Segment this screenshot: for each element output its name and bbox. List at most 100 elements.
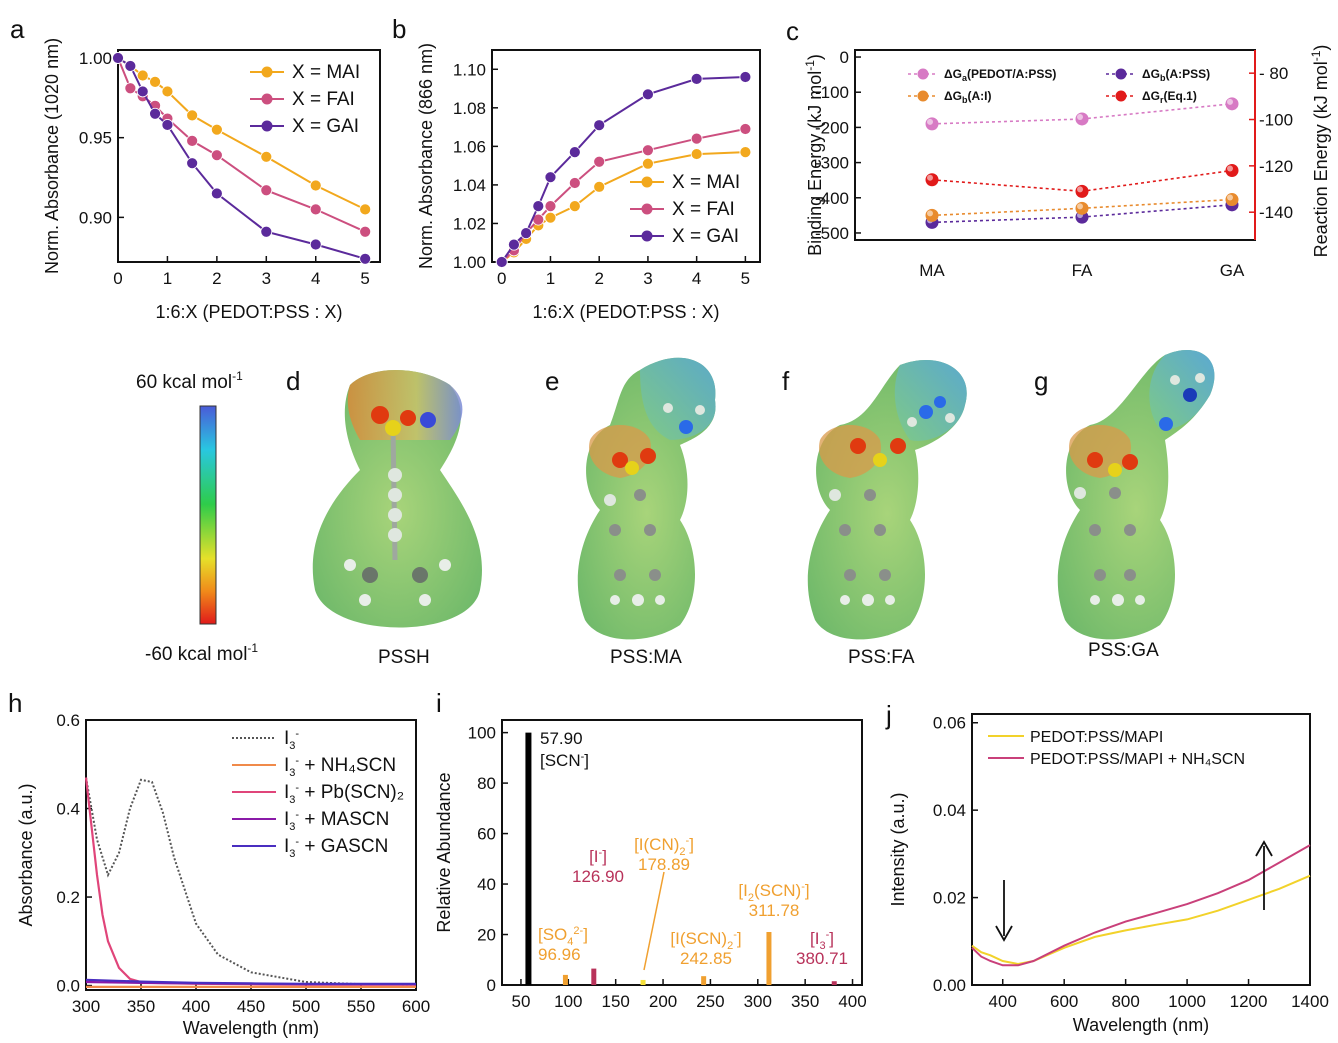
- legend-tail: (A:I): [967, 89, 991, 103]
- panel-label-a: a: [10, 14, 25, 44]
- plot-frame: [971, 713, 1311, 986]
- series-line: [117, 57, 366, 233]
- legend-label: I3- + NH₄SCN: [284, 755, 396, 779]
- y2-tick-label: -120: [1259, 157, 1293, 176]
- x-tick-label: 100: [554, 992, 582, 1011]
- data-point: [495, 256, 508, 268]
- x-tick-label: 200: [649, 992, 677, 1011]
- y-tick-label: 1.02: [453, 214, 486, 233]
- molecule-pssh: PSSH: [312, 370, 482, 668]
- ion-sup: -: [599, 847, 603, 859]
- data-point: [508, 238, 520, 251]
- legend-tail: (A:PSS): [1165, 67, 1210, 81]
- colorbar-bottom-label: -60 kcal mol-1: [145, 641, 258, 665]
- y-axis-label: Binding Energy (kJ mol-1): [803, 54, 825, 256]
- y-tick-label: 100: [468, 724, 496, 743]
- panel-label-f: f: [782, 366, 790, 396]
- y2-tick-label: -140: [1259, 203, 1293, 222]
- ion-formula: [SCN-]: [540, 751, 589, 770]
- y-tick-label: 1.06: [453, 137, 486, 156]
- legend-tail: + NH₄SCN: [299, 755, 396, 776]
- panel-label-j: j: [885, 700, 892, 730]
- x-tick-label: 150: [601, 992, 629, 1011]
- esp-head-pss-ga: [1149, 349, 1215, 430]
- data-point: [568, 146, 581, 159]
- ion-sup: -: [581, 751, 585, 763]
- x-tick-label: 800: [1111, 992, 1139, 1011]
- plot-frame: [491, 49, 761, 263]
- molecule-name-pss-fa: PSS:FA: [848, 647, 915, 668]
- series-line: [501, 151, 746, 263]
- legend-label: ΔGa(PEDOT/A:PSS): [944, 67, 1056, 83]
- panel-label-g: g: [1034, 366, 1048, 396]
- data-point: [186, 134, 199, 147]
- ion-mid: (SCN): [754, 881, 801, 900]
- esp-head-pss-fa: [894, 359, 967, 441]
- spectrum-bar: [831, 981, 837, 985]
- ion-tail: ]: [602, 847, 607, 866]
- x-tick-label: 50: [511, 992, 530, 1011]
- y-tick-label: -200: [815, 118, 849, 137]
- legend-marker: [917, 68, 929, 80]
- y-tick-label: -500: [815, 224, 849, 243]
- atoms-pssh: [344, 406, 451, 606]
- data-point: [136, 69, 149, 82]
- legend-label: ΔGb(A:PSS): [1142, 67, 1210, 83]
- data-point: [544, 200, 557, 213]
- data-point: [149, 107, 161, 120]
- ion-mass: 242.85: [680, 949, 732, 968]
- legend-sub: 3: [289, 767, 295, 779]
- y-tick-label: 20: [477, 926, 496, 945]
- y-tick-label: 0.04: [933, 801, 966, 820]
- ion-tail: ]: [829, 929, 834, 948]
- y-axis-label-end: ): [805, 54, 825, 60]
- y-tick-label: 80: [477, 774, 496, 793]
- legend-label: I3-: [284, 728, 299, 752]
- data-point: [593, 155, 606, 168]
- x-tick-label: 350: [791, 992, 819, 1011]
- data-point: [642, 88, 654, 101]
- data-point: [359, 252, 372, 265]
- molecule-name-pssh: PSSH: [378, 647, 430, 668]
- increase-arrow-head: [1255, 840, 1273, 857]
- x-tick-label: 400: [838, 992, 866, 1011]
- legend-tail: + Pb(SCN)₂: [299, 782, 404, 803]
- series-line: [971, 844, 1311, 967]
- y-tick-label: -100: [815, 83, 849, 102]
- legend-label: PEDOT:PSS/MAPI + NH₄SCN: [1030, 751, 1245, 768]
- x-tick-label: 450: [237, 997, 265, 1016]
- x-tick-label: 300: [744, 992, 772, 1011]
- y2-tick-label: - 80: [1259, 64, 1288, 83]
- data-point: [568, 200, 581, 213]
- colorbar-gradient: [199, 405, 217, 625]
- ion-formula: [I(CN)2-]: [634, 835, 694, 858]
- x-tick-label: 2: [594, 269, 603, 288]
- legend-marker: [641, 176, 653, 188]
- x-tick-label: 1000: [1168, 992, 1206, 1011]
- annotation-leader: [643, 871, 665, 971]
- data-point: [544, 171, 557, 184]
- ion-sup: -: [826, 929, 830, 941]
- y-tick-label: 1.00: [453, 253, 486, 272]
- category-label: FA: [1072, 261, 1093, 280]
- x-tick-label: 400: [182, 997, 210, 1016]
- x-tick-label: 4: [311, 269, 320, 288]
- x-tick-label: 300: [72, 997, 100, 1016]
- data-point: [260, 184, 273, 197]
- ion-tail: ]: [689, 835, 694, 854]
- legend-tail: + GASCN: [299, 836, 388, 857]
- legend-marker: [641, 230, 653, 242]
- chart-h-uv-vis: 300 350 400 450 500 550 600 0.0 0.2 0.4 0.6 Wavelen…: [16, 711, 430, 1038]
- x-tick-label: 500: [292, 997, 320, 1016]
- legend-label: PEDOT:PSS/MAPI: [1030, 729, 1163, 746]
- series-line: [501, 128, 746, 263]
- ion-tail: ]: [584, 751, 589, 770]
- data-point-highlight: [1227, 165, 1233, 172]
- atoms-pss-ga: [1074, 373, 1205, 606]
- data-point-highlight: [1077, 113, 1083, 120]
- esp-head-pss-ma: [640, 357, 716, 440]
- series-line: [85, 777, 417, 986]
- molecule-name-pss-ga: PSS:GA: [1088, 640, 1159, 661]
- data-point: [124, 82, 137, 95]
- panel-label-e: e: [545, 366, 559, 396]
